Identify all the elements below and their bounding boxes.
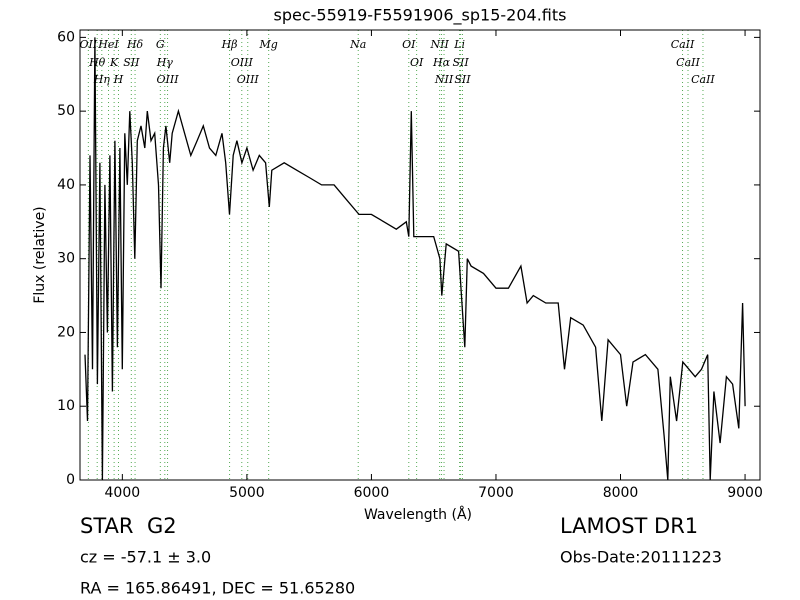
object-class: STAR	[80, 514, 133, 538]
y-tick-label: 0	[66, 472, 75, 488]
y-tick-label: 30	[57, 251, 75, 267]
y-tick-label: 60	[57, 29, 75, 45]
spectral-line-label: Li	[453, 38, 465, 51]
spectral-line-label: NII	[434, 73, 454, 86]
spectral-line-label: Hθ	[88, 56, 106, 69]
spectral-line-label: H	[113, 73, 124, 86]
spectral-line-label: OII	[79, 38, 97, 51]
spectral-line-label: NII	[430, 38, 450, 51]
spectral-line-label: Hα	[432, 56, 451, 69]
spectral-line-label: OIII	[231, 56, 254, 69]
spectral-line-label: OI	[402, 38, 416, 51]
y-tick-label: 50	[57, 103, 75, 119]
y-axis-label: Flux (relative)	[32, 206, 48, 303]
x-tick-label: 8000	[603, 485, 639, 501]
spectral-line-label: CaII	[676, 56, 700, 69]
spectral-line-label: SII	[452, 56, 469, 69]
coordinates: RA = 165.86491, DEC = 51.65280	[80, 579, 355, 598]
spectral-line-label: Na	[349, 38, 366, 51]
x-tick-label: 9000	[727, 485, 763, 501]
spectral-line-label: Hγ	[156, 56, 174, 69]
x-tick-label: 4000	[105, 485, 141, 501]
y-tick-label: 40	[57, 177, 75, 193]
x-axis-label: Wavelength (Å)	[364, 506, 472, 523]
spectral-line-label: OIII	[157, 73, 180, 86]
spectral-line-label: G	[156, 38, 165, 51]
y-tick-label: 20	[57, 324, 75, 340]
spectral-line-label: SII	[123, 56, 140, 69]
x-tick-label: 5000	[229, 485, 265, 501]
subclass: G2	[147, 514, 177, 538]
spectral-line-label: CaII	[691, 73, 715, 86]
plot-frame	[79, 29, 761, 481]
spectral-line-label: CaII	[671, 38, 695, 51]
spectral-line-label: SII	[454, 73, 471, 86]
spectrum-line	[84, 37, 746, 480]
x-tick-label: 7000	[478, 485, 514, 501]
spectral-line-label: K	[109, 56, 119, 69]
spectral-line-label: Hβ	[221, 38, 238, 51]
survey: LAMOST DR1	[560, 514, 698, 538]
spectral-line-label: Mg	[259, 38, 278, 51]
obs-date: Obs-Date:20111223	[560, 548, 722, 567]
chart-title: spec-55919-F5591906_sp15-204.fits	[274, 6, 567, 26]
spectral-line-label: OI	[410, 56, 424, 69]
redshift: cz = -57.1 ± 3.0	[80, 548, 211, 567]
spectral-line-label: Hδ	[126, 38, 144, 51]
spectral-line-label: OIII	[237, 73, 260, 86]
spectral-line-label: Hη	[93, 73, 111, 86]
spectral-line-label: HeI	[97, 38, 119, 51]
y-tick-label: 10	[57, 398, 75, 414]
x-tick-label: 6000	[354, 485, 390, 501]
